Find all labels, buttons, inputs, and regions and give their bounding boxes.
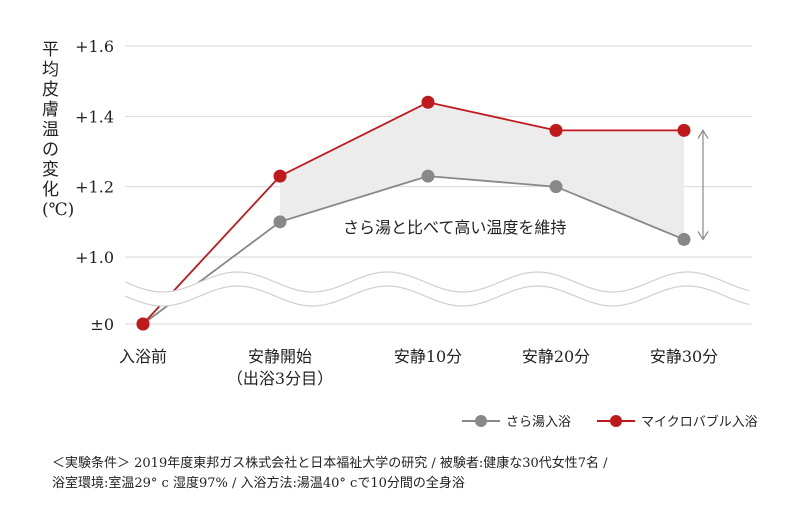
y-tick-label: +1.6 (75, 37, 114, 56)
y-tick-label: +1.2 (75, 178, 114, 197)
note-line-1: ＜実験条件＞ 2019年度東邦ガス株式会社と日本福祉大学の研究 / 被験者:健康… (52, 456, 608, 471)
axis-break-waves (124, 271, 750, 307)
x-category-label-line: 安静10分 (394, 347, 462, 366)
x-category-label-line: 安静20分 (522, 347, 590, 366)
arrow-head-bottom (697, 231, 709, 241)
x-category-labels: 入浴前 安静開始 （出浴3分目） 安静10分 安静20分 安静30分 (119, 347, 718, 388)
gridlines (125, 45, 752, 325)
y-axis-label: 平均皮膚温の変化(℃) (42, 40, 75, 220)
experiment-note: ＜実験条件＞ 2019年度東邦ガス株式会社と日本福祉大学の研究 / 被験者:健康… (52, 454, 608, 494)
data-points (136, 95, 691, 331)
point-plain-3 (549, 180, 563, 194)
legend-swatch-plain (462, 414, 500, 427)
x-category-label-line: 入浴前 (119, 347, 167, 366)
x-category-label: 入浴前 (119, 347, 167, 366)
axis-break-wave (124, 285, 750, 307)
legend-label-microbubble: マイクロバブル入浴 (641, 415, 758, 430)
y-tick-labels: ±0 +1.0 +1.2 +1.4 +1.6 (75, 37, 114, 334)
x-category-label-line: 安静開始 (248, 347, 312, 366)
y-tick-label: +1.4 (75, 107, 114, 126)
x-category-label: 安静30分 (650, 347, 718, 366)
point-microbubble-2 (421, 95, 435, 109)
x-category-label: 安静20分 (522, 347, 590, 366)
axis-break-mask (125, 272, 749, 306)
annotation: さら湯と比べて高い温度を維持 (343, 218, 566, 237)
legend-swatch-microbubble (597, 414, 636, 427)
y-tick-label: ±0 (90, 315, 114, 334)
x-category-label-line: （出浴3分目） (227, 369, 333, 388)
arrow-head-top (697, 129, 709, 139)
point-plain-1 (273, 215, 287, 229)
legend-label-plain: さら湯入浴 (506, 415, 572, 430)
x-category-label-line: 安静30分 (650, 347, 718, 366)
note-line-2: 浴室環境:室温29° c 湿度97% / 入浴方法:湯温40° cで10分間の全… (52, 476, 465, 491)
axis-break-wave (124, 271, 750, 293)
point-microbubble-1 (273, 169, 287, 183)
point-plain-2 (421, 169, 435, 183)
y-tick-label: +1.0 (75, 248, 114, 267)
difference-band (280, 102, 684, 240)
x-category-label: 安静10分 (394, 347, 462, 366)
point-microbubble-3 (549, 123, 563, 137)
point-plain-4 (677, 232, 691, 246)
legend: さら湯入浴 マイクロバブル入浴 (462, 411, 758, 430)
difference-arrow (697, 129, 709, 241)
point-microbubble-4 (677, 123, 691, 137)
point-microbubble-0 (136, 317, 150, 331)
x-category-label: 安静開始 （出浴3分目） (227, 347, 333, 388)
